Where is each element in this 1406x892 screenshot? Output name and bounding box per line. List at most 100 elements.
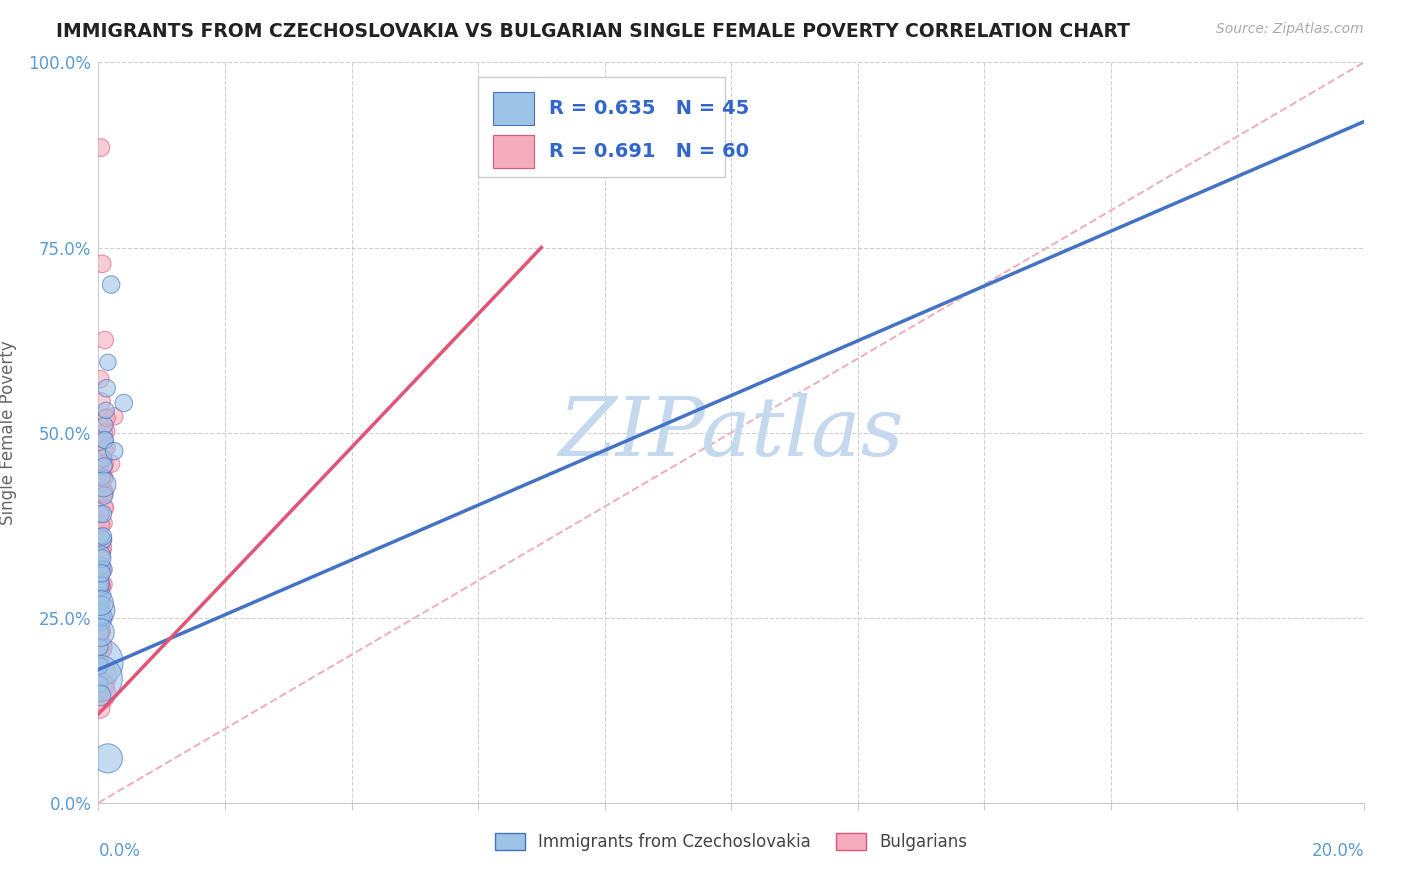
Point (93, 477, 115, 491)
Point (90, 596, 112, 610)
Point (87, 655, 110, 669)
Point (89, 640, 111, 655)
Point (90, 566, 112, 581)
Point (90, 603, 112, 617)
Point (87, 640, 110, 655)
Point (90, 577, 112, 591)
Point (112, 396, 135, 410)
Point (89, 677, 111, 691)
Point (90, 140, 112, 154)
Point (91, 257, 114, 271)
Point (103, 409, 125, 424)
Point (96, 381, 118, 395)
Point (90, 609, 112, 624)
Point (93, 501, 117, 516)
Point (87, 672, 110, 686)
Point (89, 372, 111, 386)
Point (90, 538, 112, 552)
Point (87, 679, 110, 693)
Point (89, 615, 111, 629)
Point (93, 589, 115, 603)
Point (91, 558, 114, 573)
Point (89, 625, 111, 640)
Point (90, 615, 112, 629)
Point (91, 484, 114, 499)
Point (91, 551, 114, 566)
Point (90, 622, 112, 636)
Point (93, 563, 115, 577)
Text: R = 0.691   N = 60: R = 0.691 N = 60 (548, 142, 749, 161)
Point (90, 529, 112, 543)
Point (90, 580, 112, 594)
Point (91, 541, 114, 555)
Point (91, 470, 114, 484)
Point (94, 410, 117, 425)
Point (90, 518, 112, 533)
Point (90, 581, 112, 595)
Point (93, 333, 117, 347)
Point (93, 577, 115, 591)
Point (91, 451, 114, 466)
Text: 0.0%: 0.0% (98, 842, 141, 860)
Point (90, 596, 112, 610)
Point (93, 433, 117, 447)
Point (91, 544, 114, 558)
Point (89, 640, 111, 655)
Point (90, 507, 112, 521)
Text: ZIPatlas: ZIPatlas (558, 392, 904, 473)
Point (93, 425, 115, 440)
Point (87, 610, 110, 624)
Text: R = 0.635   N = 45: R = 0.635 N = 45 (548, 99, 749, 118)
Point (89, 685, 111, 699)
Point (90, 603, 112, 617)
Point (89, 672, 111, 686)
Point (91, 533, 114, 547)
Point (90, 624, 112, 638)
Point (96, 424, 118, 438)
Point (89, 658, 111, 673)
Point (100, 457, 122, 471)
Text: IMMIGRANTS FROM CZECHOSLOVAKIA VS BULGARIAN SINGLE FEMALE POVERTY CORRELATION CH: IMMIGRANTS FROM CZECHOSLOVAKIA VS BULGAR… (56, 22, 1130, 41)
Point (94, 403, 117, 417)
Point (89, 599, 111, 614)
Point (93, 458, 115, 473)
Point (89, 655, 111, 669)
Point (91, 529, 114, 543)
Point (103, 444, 125, 458)
Point (91, 533, 114, 547)
Point (93, 433, 117, 447)
Point (89, 574, 111, 588)
Point (93, 457, 117, 471)
Y-axis label: Single Female Poverty: Single Female Poverty (0, 341, 17, 524)
FancyBboxPatch shape (478, 78, 725, 178)
Point (93, 471, 115, 485)
Point (87, 686, 110, 700)
Point (91, 563, 114, 577)
Point (89, 625, 111, 640)
Point (90, 609, 112, 624)
Point (89, 655, 111, 669)
Point (89, 689, 111, 703)
Text: 20.0%: 20.0% (1312, 842, 1364, 860)
Point (96, 441, 118, 455)
Point (90, 640, 112, 655)
Point (93, 489, 115, 503)
Point (90, 394, 112, 409)
Point (91, 563, 114, 577)
Point (89, 624, 111, 638)
Point (93, 462, 115, 476)
Point (87, 668, 110, 682)
Legend: Immigrants from Czechoslovakia, Bulgarians: Immigrants from Czechoslovakia, Bulgaria… (488, 826, 974, 857)
Point (93, 486, 115, 500)
Point (90, 592, 112, 607)
Point (90, 563, 112, 577)
Point (90, 594, 112, 608)
Point (93, 500, 115, 514)
Point (96, 410, 118, 425)
Point (93, 442, 117, 456)
Point (90, 548, 112, 562)
FancyBboxPatch shape (494, 92, 534, 125)
Point (93, 516, 115, 530)
FancyBboxPatch shape (494, 135, 534, 168)
Point (90, 516, 112, 530)
